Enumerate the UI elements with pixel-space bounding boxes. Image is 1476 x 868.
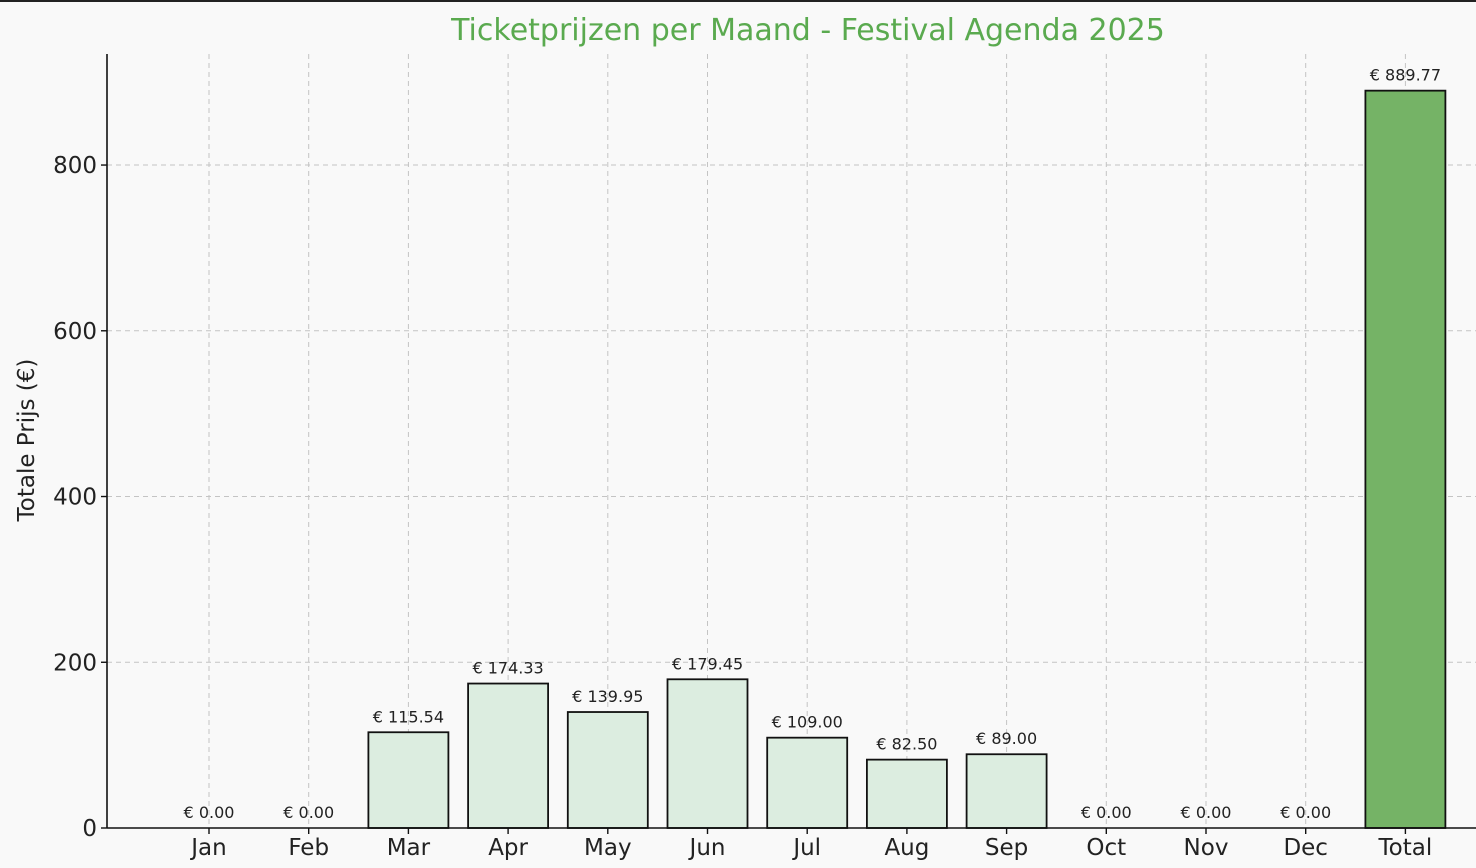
bar-label-dec: € 0.00 xyxy=(1280,803,1331,822)
bar-label-sep: € 89.00 xyxy=(976,729,1037,748)
top-border xyxy=(0,0,1476,2)
axis-layer xyxy=(106,54,1476,829)
chart-title: Ticketprijzen per Maand - Festival Agend… xyxy=(450,13,1165,48)
y-tick-label-800: 800 xyxy=(53,153,97,179)
bar-aug xyxy=(866,758,948,829)
bar-mar xyxy=(367,731,450,829)
bar-label-mar: € 115.54 xyxy=(373,707,444,726)
bar-label-may: € 139.95 xyxy=(572,687,643,706)
x-tick-label-aug: Aug xyxy=(884,835,929,861)
bar-may xyxy=(566,711,649,829)
bar-apr xyxy=(467,682,550,829)
x-tick-layer: Jan Feb Mar Apr May Jun Jul Aug Sep Oct Nov Dec Tota… xyxy=(189,828,1432,861)
bar-label-jun: € 179.45 xyxy=(672,654,743,673)
bar-total xyxy=(1364,89,1447,829)
bar-jul xyxy=(766,736,849,829)
y-tick-label-400: 400 xyxy=(53,485,97,511)
x-tick-label-total: Total xyxy=(1378,835,1433,861)
bar-layer xyxy=(367,89,1447,829)
x-tick-label-feb: Feb xyxy=(288,835,329,861)
x-tick-label-oct: Oct xyxy=(1086,835,1126,861)
bar-label-apr: € 174.33 xyxy=(472,659,543,678)
bar-label-layer: € 0.00 € 0.00 € 115.54 € 174.33 € 139.95 € 17… xyxy=(184,66,1441,822)
bar-label-oct: € 0.00 xyxy=(1081,803,1132,822)
bar-label-nov: € 0.00 xyxy=(1181,803,1232,822)
x-tick-label-jun: Jun xyxy=(688,835,726,861)
bar-label-jan: € 0.00 xyxy=(184,803,235,822)
x-tick-label-may: May xyxy=(584,835,632,861)
x-tick-label-apr: Apr xyxy=(488,835,528,861)
bar-label-aug: € 82.50 xyxy=(876,735,937,754)
bar-label-feb: € 0.00 xyxy=(283,803,334,822)
x-tick-label-jul: Jul xyxy=(791,835,821,861)
x-tick-label-jan: Jan xyxy=(189,835,226,861)
x-tick-label-sep: Sep xyxy=(985,835,1028,861)
y-tick-layer: 0 200 400 600 800 xyxy=(53,153,107,842)
y-tick-label-0: 0 xyxy=(82,816,97,842)
bar-jun xyxy=(666,678,749,829)
bar-sep xyxy=(965,753,1048,829)
y-axis-label: Totale Prijs (€) xyxy=(14,359,40,523)
y-tick-label-200: 200 xyxy=(53,650,97,676)
x-tick-label-nov: Nov xyxy=(1184,835,1229,861)
bar-label-jul: € 109.00 xyxy=(772,713,843,732)
x-tick-label-dec: Dec xyxy=(1283,835,1328,861)
bar-label-total: € 889.77 xyxy=(1370,66,1441,85)
x-tick-label-mar: Mar xyxy=(387,835,431,861)
y-tick-label-600: 600 xyxy=(53,319,97,345)
